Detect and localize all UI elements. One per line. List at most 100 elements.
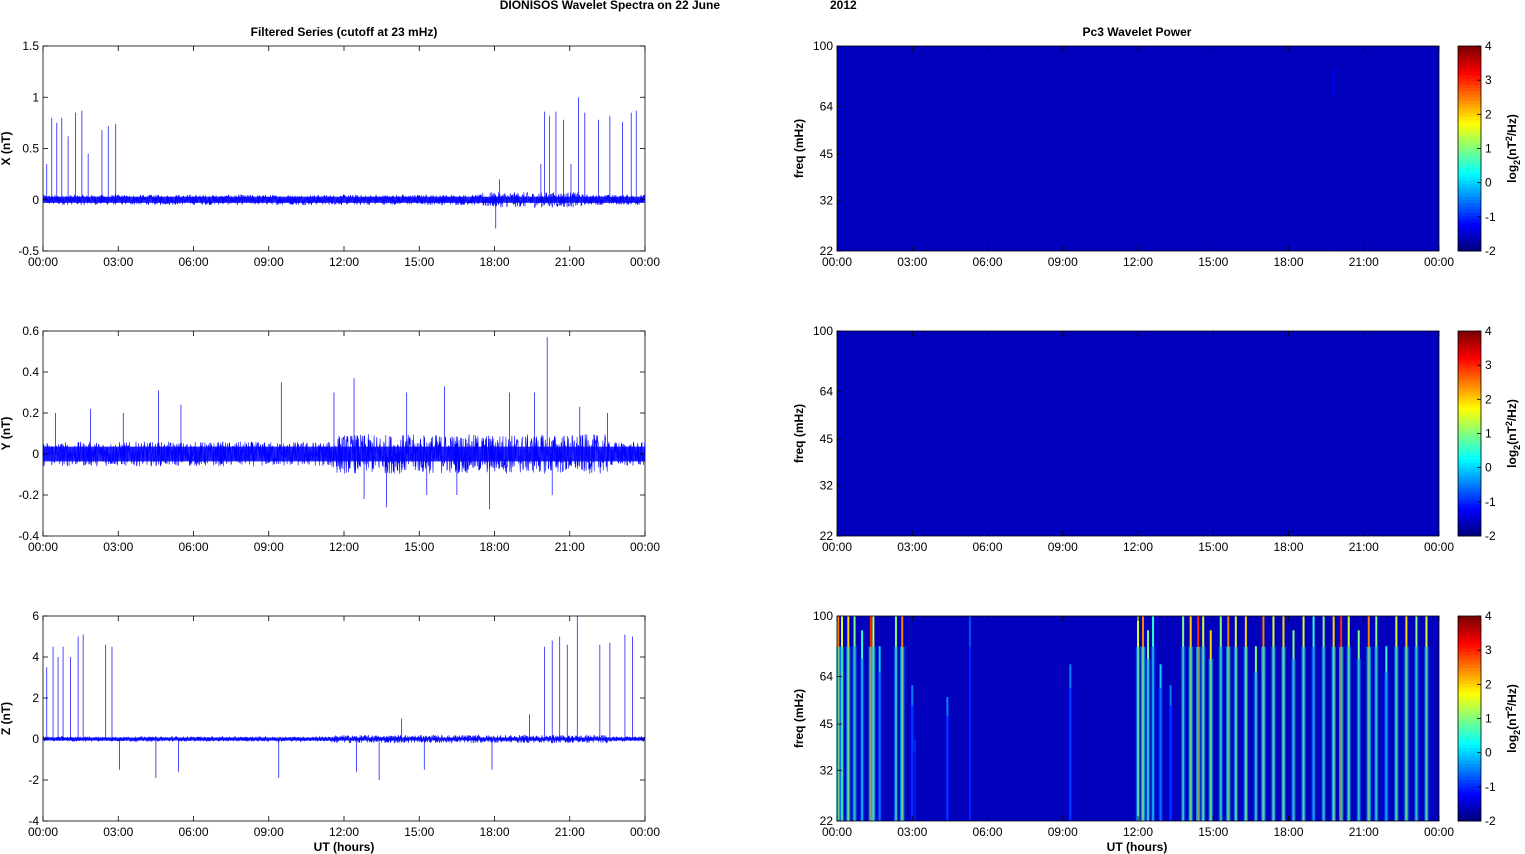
wavelet-x-colorbar-cell: [1458, 212, 1481, 217]
series-y-baseline-band: [43, 446, 645, 462]
wavelet-z-colorbar-cell: [1458, 763, 1481, 768]
wavelet-y-colorbar-cell: [1458, 468, 1481, 473]
wavelet-x-colorbar-cell: [1458, 135, 1481, 140]
wavelet-x-colorbar-cell: [1458, 180, 1481, 185]
wavelet-z-xtick-label: 06:00: [972, 825, 1002, 839]
wavelet-z-colorbar-tick-label: -1: [1485, 780, 1496, 794]
wavelet-z-event-halo: [877, 672, 882, 821]
wavelet-z-colorbar-cell: [1458, 817, 1481, 822]
series-x-xtick-label: 21:00: [555, 255, 585, 269]
wavelet-z-event: [1150, 616, 1156, 821]
wavelet-z-colorbar-cell: [1458, 712, 1481, 716]
wavelet-y-colorbar-cell: [1458, 363, 1481, 367]
wavelet-z-colorbar-label: log2(nT2/Hz): [1504, 684, 1522, 753]
wavelet-x-colorbar-cell: [1458, 196, 1481, 201]
wavelet-z-xtick-label: 03:00: [897, 825, 927, 839]
wavelet-z-colorbar-cell: [1458, 680, 1481, 684]
wavelet-y-colorbar-cell: [1458, 343, 1481, 348]
wavelet-z-event: [945, 696, 950, 821]
wavelet-x-xtick-label: 09:00: [1048, 255, 1078, 269]
wavelet-x-xtick-label: 21:00: [1349, 255, 1379, 269]
wavelet-y-colorbar-cell: [1458, 494, 1481, 499]
wavelet-x-colorbar-cell: [1458, 52, 1481, 57]
wavelet-z-event-halo: [1243, 646, 1249, 821]
wavelet-y-colorbar-tick-label: 4: [1485, 324, 1492, 338]
wavelet-z-event: [1180, 616, 1186, 821]
wavelet-z-colorbar-cell: [1458, 641, 1481, 646]
series-x-xtick-label: 18:00: [479, 255, 509, 269]
wavelet-z-colorbar-cell: [1458, 811, 1481, 816]
wavelet-y-colorbar-cell: [1458, 452, 1481, 457]
wavelet-y-colorbar-cell: [1458, 334, 1481, 338]
wavelet-x-xtick-label: 18:00: [1273, 255, 1303, 269]
wavelet-z-event-halo: [967, 646, 973, 821]
wavelet-z-colorbar-cell: [1458, 779, 1481, 784]
wavelet-z-colorbar-cell: [1458, 708, 1481, 713]
wavelet-z-event-halo: [859, 658, 865, 821]
wavelet-z-event: [1218, 616, 1223, 821]
wavelet-x-xtick-label: 00:00: [1424, 255, 1454, 269]
series-y-xtick-label: 15:00: [404, 540, 434, 554]
wavelet-x-colorbar-cell: [1458, 116, 1481, 121]
wavelet-z-event: [1404, 616, 1409, 821]
wavelet-z-event-halo: [1180, 646, 1186, 821]
wavelet-x-colorbar-cell: [1458, 238, 1481, 242]
figure-title: DIONISOS Wavelet Spectra on 22 June: [500, 0, 721, 12]
series-z-ytick-label: 6: [32, 609, 39, 623]
wavelet-z-event: [1226, 616, 1231, 821]
wavelet-y-ytick-label: 100: [813, 324, 833, 338]
series-z-xtick-label: 18:00: [479, 825, 509, 839]
wavelet-x-colorbar-cell: [1458, 119, 1481, 124]
wavelet-z-colorbar-cell: [1458, 740, 1481, 745]
wavelet-z-event-halo: [1140, 646, 1146, 821]
wavelet-z-event: [1140, 616, 1146, 821]
wavelet-x-ylabel: freq (mHz): [792, 119, 806, 178]
wavelet-x-colorbar-cell: [1458, 90, 1481, 95]
wavelet-z-ytick-label: 45: [820, 717, 834, 731]
wavelet-z-event-halo: [1281, 646, 1286, 821]
wavelet-y-colorbar-cell: [1458, 385, 1481, 390]
wavelet-y-xtick-label: 21:00: [1349, 540, 1379, 554]
wavelet-z-ytick-label: 32: [820, 763, 834, 777]
wavelet-y-ytick-label: 32: [820, 478, 834, 492]
wavelet-x-colorbar-cell: [1458, 49, 1481, 53]
wavelet-z-event-halo: [1338, 646, 1344, 821]
wavelet-y-colorbar-cell: [1458, 513, 1481, 518]
wavelet-x-colorbar-cell: [1458, 164, 1481, 169]
wavelet-y-colorbar-cell: [1458, 398, 1481, 402]
wavelet-y-colorbar-cell: [1458, 446, 1481, 451]
wavelet-z-xtick-label: 18:00: [1273, 825, 1303, 839]
wavelet-z-event: [1356, 630, 1361, 821]
wavelet-z-event-halo: [1301, 646, 1306, 821]
series-y-xtick-label: 00:00: [630, 540, 660, 554]
wavelet-y-colorbar-tick-label: -1: [1485, 495, 1496, 509]
wavelet-x-colorbar-tick-label: 1: [1485, 142, 1492, 156]
wavelet-x-heatmap-background: [837, 46, 1439, 251]
wavelet-z-event-halo: [1150, 646, 1156, 821]
wavelet-x-xtick-label: 03:00: [897, 255, 927, 269]
wavelet-y-colorbar-cell: [1458, 388, 1481, 393]
wavelet-z-event-halo: [1188, 646, 1193, 821]
wavelet-y-colorbar-cell: [1458, 439, 1481, 444]
wavelet-z-colorbar-cell: [1458, 724, 1481, 729]
series-z-ytick-label: -2: [28, 773, 39, 787]
wavelet-y-colorbar-cell: [1458, 532, 1481, 537]
wavelet-x-colorbar-cell: [1458, 151, 1481, 156]
wavelet-z-event-halo: [1414, 646, 1419, 821]
wavelet-x-colorbar-cell: [1458, 142, 1481, 146]
wavelet-x-colorbar-cell: [1458, 161, 1481, 166]
wavelet-z-ytick-label: 64: [820, 669, 834, 683]
wavelet-z-colorbar-cell: [1458, 638, 1481, 643]
series-y-ytick-label: 0: [32, 447, 39, 461]
wavelet-z-event: [967, 616, 973, 821]
wavelet-z-colorbar-cell: [1458, 804, 1481, 809]
wavelet-y-colorbar-cell: [1458, 423, 1481, 428]
series-x-xtick-label: 12:00: [329, 255, 359, 269]
wavelet-z-event: [1384, 646, 1389, 821]
wavelet-x-xtick-label: 00:00: [822, 255, 852, 269]
wavelet-y-colorbar-cell: [1458, 420, 1481, 425]
wavelet-z-colorbar-cell: [1458, 667, 1481, 671]
wavelet-y-colorbar-cell: [1458, 347, 1481, 351]
wavelet-x-ytick-label: 64: [820, 99, 834, 113]
wavelet-x-xtick-label: 06:00: [972, 255, 1002, 269]
